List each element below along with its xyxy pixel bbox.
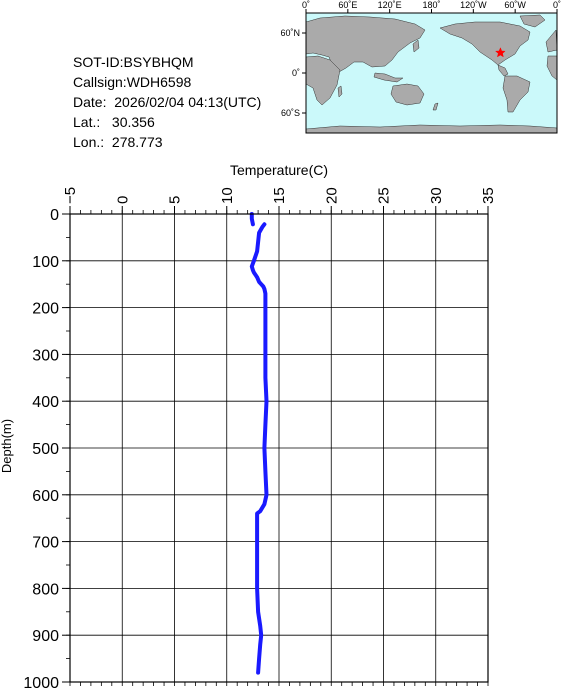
- map-lon-label: 120˚W: [460, 0, 487, 10]
- y-tick-label: 200: [32, 301, 59, 318]
- y-tick-label: 600: [32, 488, 59, 505]
- land-madagascar: [337, 85, 343, 98]
- land-south-america: [502, 75, 531, 113]
- callsign-label: Callsign:WDH6598: [73, 74, 192, 90]
- location-map: 0˚ 60˚E 120˚E 180˚ 120˚W 60˚W 0˚ 60˚N 0˚ 60˚S: [280, 0, 561, 134]
- y-tick-label: 500: [32, 441, 59, 458]
- float-info-panel: SOT-ID:BSYBHQM Callsign:WDH6598 Date: 20…: [73, 52, 261, 152]
- x-tick-label: 0: [114, 196, 131, 204]
- land-indonesia: [373, 72, 404, 83]
- latitude-label: Lat.: 30.356: [73, 114, 155, 130]
- longitude-label: Lon.: 278.773: [73, 134, 163, 150]
- x-tick-labels: −5 0 5 10 15 20 25 30 35: [62, 187, 497, 204]
- map-lon-label: 0˚: [302, 0, 310, 10]
- y-tick-label: 1000: [23, 675, 59, 690]
- y-axis-label: Depth(m): [0, 419, 14, 473]
- map-latitude-labels: 60˚N 0˚ 60˚S: [280, 28, 300, 118]
- x-tick-label: 15: [271, 187, 288, 204]
- map-lon-label: 60˚W: [504, 0, 526, 10]
- y-tick-label: 0: [50, 207, 59, 224]
- x-tick-label: 20: [323, 187, 340, 204]
- map-lat-label: 60˚N: [280, 28, 300, 38]
- land-africa-west: [546, 55, 558, 81]
- map-lon-label: 120˚E: [378, 0, 402, 10]
- land-greenland: [519, 14, 546, 28]
- x-tick-label: 10: [219, 187, 236, 204]
- y-tick-label: 400: [32, 394, 59, 411]
- land-eurasia: [305, 15, 426, 73]
- date-label: Date: 2026/02/04 04:13(UTC): [73, 94, 262, 110]
- map-lon-label: 180˚: [422, 0, 440, 10]
- map-ticks: [302, 9, 558, 114]
- temperature-profile-line: [249, 222, 269, 675]
- map-lon-label: 60˚E: [338, 0, 357, 10]
- land-north-america: [439, 21, 531, 66]
- y-tick-label: 900: [32, 628, 59, 645]
- map-lat-label: 0˚: [292, 68, 300, 78]
- map-lon-label: 0˚: [553, 0, 561, 10]
- land-australia: [390, 83, 425, 106]
- land-africa: [305, 55, 341, 106]
- y-tick-label: 300: [32, 347, 59, 364]
- series-group: [249, 212, 269, 675]
- x-tick-label: 35: [480, 187, 497, 204]
- float-location-marker: [494, 47, 506, 58]
- x-tick-label: 25: [376, 187, 393, 204]
- map-lat-label: 60˚S: [281, 108, 300, 118]
- x-axis-label: Temperature(C): [230, 162, 328, 178]
- x-tick-label: 5: [167, 196, 184, 204]
- x-tick-label: −5: [62, 187, 79, 204]
- land-new-zealand: [432, 102, 439, 111]
- y-tick-labels: 0 100 200 300 400 500 600 700 800 900 1000: [23, 207, 59, 690]
- map-landmasses: [305, 14, 558, 134]
- land-central-america: [497, 64, 509, 77]
- sot-id-label: SOT-ID:BSYBHQM: [73, 54, 194, 70]
- y-tick-label: 100: [32, 254, 59, 271]
- x-tick-label: 30: [428, 187, 445, 204]
- location-star-icon: [494, 47, 506, 58]
- land-japan: [412, 39, 420, 53]
- temperature-profile-line: [249, 212, 255, 227]
- plot-frame: [69, 213, 489, 683]
- map-longitude-labels: 0˚ 60˚E 120˚E 180˚ 120˚W 60˚W 0˚: [302, 0, 561, 10]
- y-tick-label: 700: [32, 535, 59, 552]
- y-tick-label: 800: [32, 581, 59, 598]
- chart-grid: [62, 206, 489, 686]
